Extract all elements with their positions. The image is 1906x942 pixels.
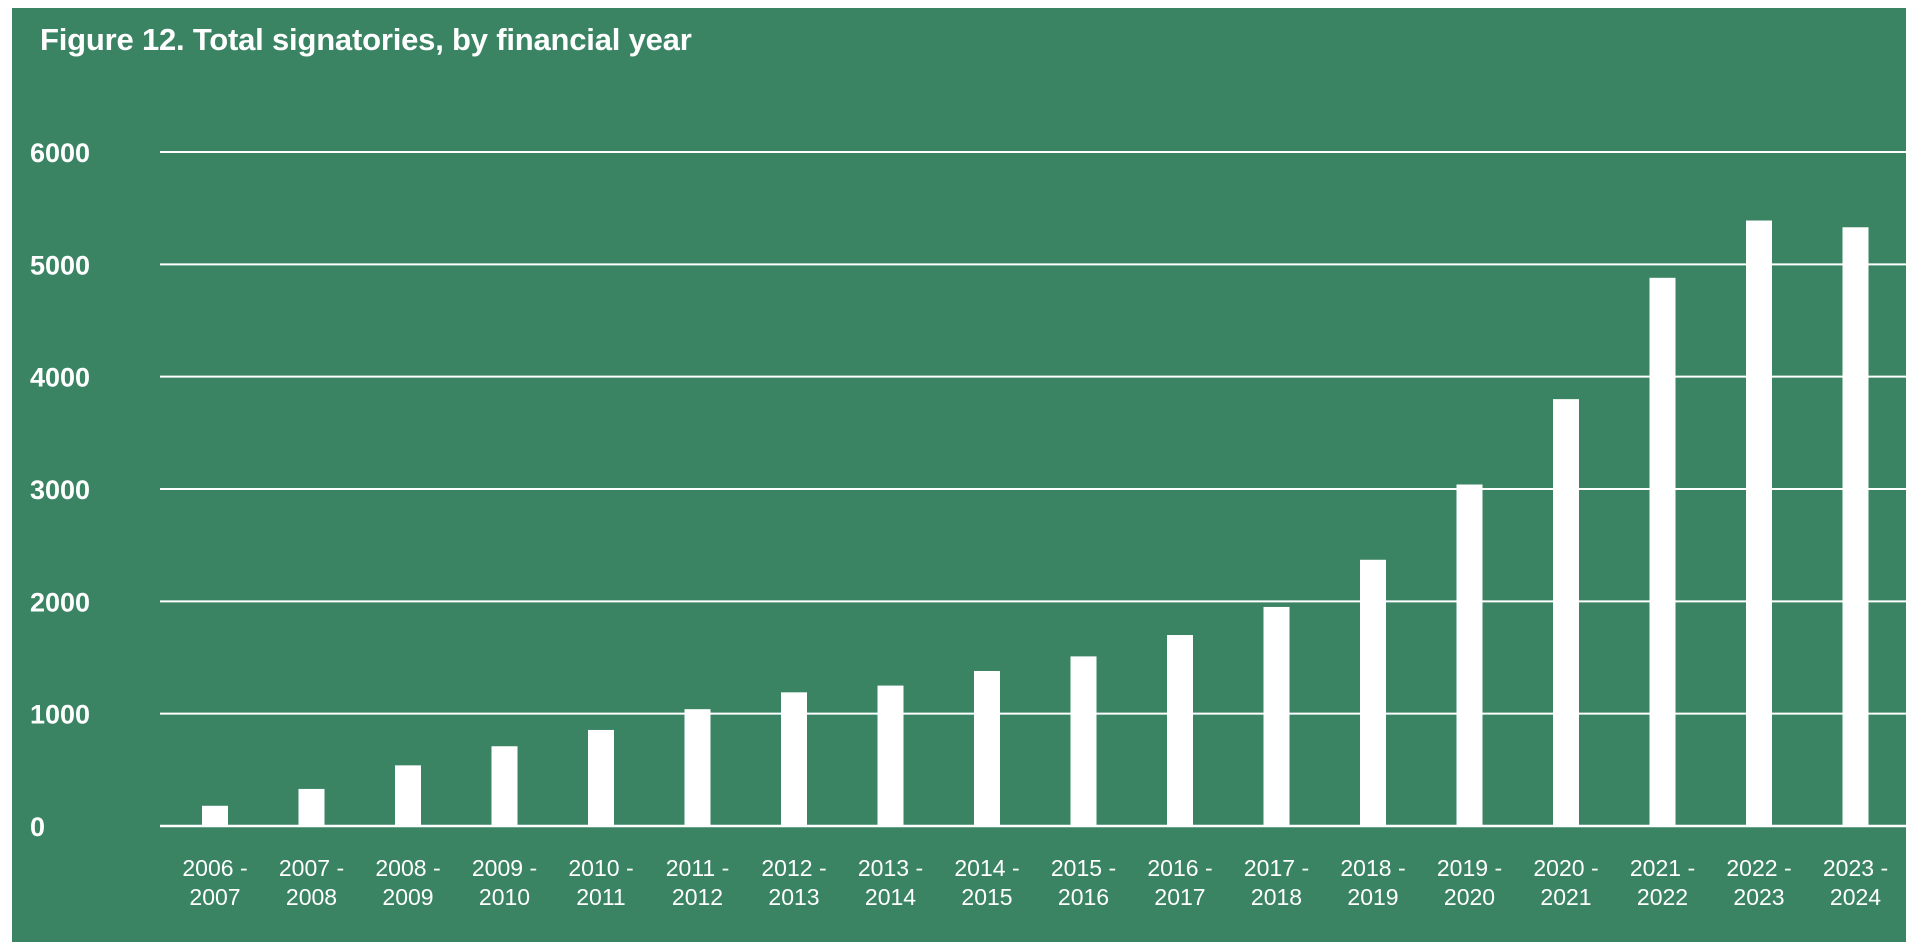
bar	[298, 788, 325, 826]
bar	[1456, 484, 1483, 826]
bar	[1070, 656, 1097, 826]
x-tick-label: 2021 -2022	[1630, 855, 1695, 910]
x-tick-label: 2016 -2017	[1147, 855, 1212, 910]
bar	[1746, 220, 1772, 827]
x-tick-label: 2015 -2016	[1051, 855, 1116, 910]
x-tick-label: 2011 -2012	[666, 855, 730, 910]
bar	[877, 685, 904, 826]
chart-title: Figure 12. Total signatories, by financi…	[40, 22, 692, 57]
y-tick-label: 4000	[30, 363, 90, 393]
bar	[974, 670, 1000, 826]
x-axis-ticks: 2006 -2007 2007 -2008 2008 -2009 2009 -2010…	[182, 855, 1888, 910]
x-tick-label: 2022 -2023	[1726, 855, 1791, 910]
bar	[1360, 559, 1386, 826]
bar-chart: 0 1000 2000 3000 4000 5000 6000 2006 -2007 2007…	[30, 138, 1906, 910]
bar	[781, 692, 807, 826]
bar	[491, 746, 518, 826]
bar	[1649, 277, 1676, 826]
y-tick-label: 1000	[30, 700, 90, 730]
x-tick-label: 2007 -2008	[279, 855, 344, 910]
x-tick-label: 2006 -2007	[182, 855, 247, 910]
bars	[202, 220, 1869, 827]
x-tick-label: 2023 -2024	[1823, 855, 1888, 910]
x-tick-label: 2020 -2021	[1533, 855, 1598, 910]
x-tick-label: 2008 -2009	[375, 855, 440, 910]
x-tick-label: 2019 -2020	[1437, 855, 1502, 910]
x-tick-label: 2012 -2013	[761, 855, 826, 910]
x-tick-label: 2009 -2010	[472, 855, 537, 910]
y-tick-label: 0	[30, 812, 45, 842]
x-tick-label: 2010 -2011	[568, 855, 633, 910]
bar	[684, 709, 711, 826]
x-tick-label: 2017 -2018	[1244, 855, 1309, 910]
y-tick-label: 5000	[30, 250, 90, 280]
y-tick-label: 2000	[30, 587, 90, 617]
x-tick-label: 2013 -2014	[858, 855, 923, 910]
x-tick-label: 2014 -2015	[954, 855, 1019, 910]
gridlines	[160, 151, 1906, 828]
y-tick-label: 3000	[30, 475, 90, 505]
y-axis-ticks: 0 1000 2000 3000 4000 5000 6000	[30, 138, 90, 842]
bar	[395, 765, 421, 826]
bar	[588, 729, 614, 826]
y-tick-label: 6000	[30, 138, 90, 168]
chart-panel: Figure 12. Total signatories, by financi…	[12, 8, 1906, 942]
bar	[1167, 635, 1193, 826]
bar	[202, 805, 228, 826]
bar	[1553, 399, 1579, 826]
bar	[1842, 227, 1869, 827]
bar	[1263, 606, 1290, 826]
x-tick-label: 2018 -2019	[1340, 855, 1405, 910]
